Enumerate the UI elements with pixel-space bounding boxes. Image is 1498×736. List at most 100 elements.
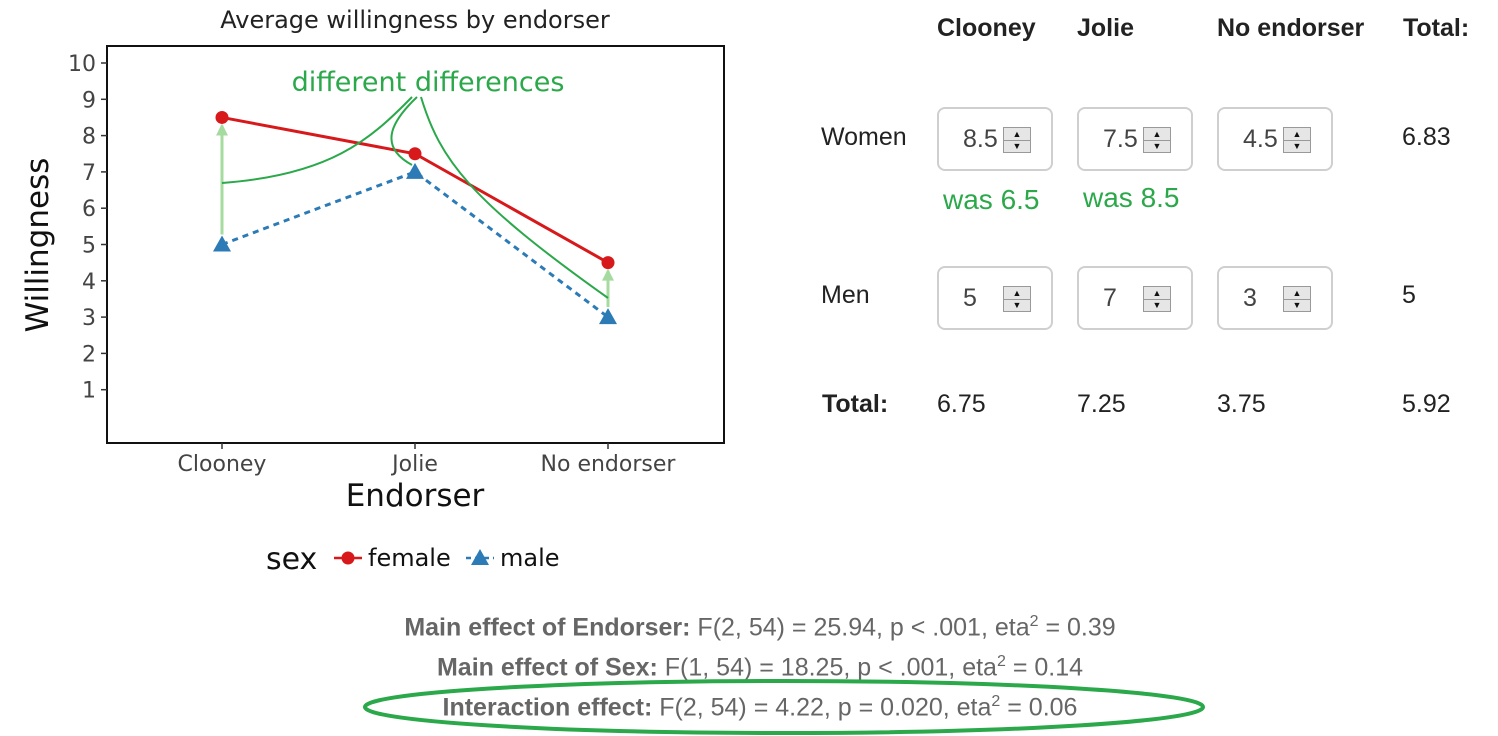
- legend-label: female: [368, 544, 451, 572]
- stepper-up-icon[interactable]: ▲: [1144, 128, 1170, 141]
- chart-title: Average willingness by endorser: [220, 6, 610, 34]
- annotation-curves: [221, 96, 609, 299]
- men-jolie-input[interactable]: 7 ▲ ▼: [1077, 266, 1193, 330]
- difference-arrow-head: [602, 268, 614, 281]
- x-tick-label: Jolie: [390, 452, 438, 477]
- willingness-chart: Average willingness by endorser 1 2 3 4 5 6 7 8…: [20, 6, 725, 577]
- point-female: [408, 147, 422, 161]
- point-female: [215, 110, 229, 124]
- annotation-text: different differences: [292, 67, 565, 98]
- stepper-down-icon[interactable]: ▼: [1292, 141, 1302, 151]
- stepper-up-icon[interactable]: ▲: [1144, 287, 1170, 300]
- y-tick-label: 10: [68, 52, 96, 77]
- women-no-endorser-value: 4.5: [1243, 125, 1278, 153]
- men-no-endorser-stepper[interactable]: ▲ ▼: [1283, 286, 1311, 312]
- x-tick-label: No endorser: [541, 452, 677, 477]
- y-axis: 1 2 3 4 5 6 7 8 9 10: [68, 52, 107, 404]
- y-axis-label: Willingness: [20, 158, 56, 333]
- y-tick-label: 8: [82, 125, 96, 150]
- col-header-total: Total:: [1403, 14, 1470, 42]
- stat-interaction: Interaction effect: F(2, 54) = 4.22, p =…: [0, 693, 1498, 722]
- difference-arrow-head: [216, 123, 228, 136]
- x-axis: Clooney Jolie No endorser: [178, 443, 677, 477]
- legend-key-marker: [341, 551, 355, 565]
- stat-sex-tail: = 0.14: [1005, 653, 1084, 682]
- men-clooney-input[interactable]: 5 ▲ ▼: [937, 266, 1053, 330]
- women-total: 6.83: [1402, 123, 1451, 151]
- annotation-curve: [390, 96, 418, 166]
- point-female: [601, 256, 615, 270]
- women-jolie-previous: was 8.5: [1083, 182, 1180, 213]
- point-male: [406, 162, 424, 179]
- women-jolie-value: 7.5: [1103, 125, 1138, 153]
- stat-endorser-sup: 2: [1029, 613, 1039, 630]
- women-clooney-previous: was 6.5: [943, 184, 1040, 215]
- annotation-curve: [420, 96, 609, 299]
- row-label-total: Total:: [822, 390, 889, 418]
- legend: sex female male: [266, 542, 560, 577]
- stat-interaction-label: Interaction effect:: [442, 693, 653, 722]
- men-jolie-stepper[interactable]: ▲ ▼: [1143, 286, 1171, 312]
- stat-endorser-tail: = 0.39: [1038, 613, 1116, 642]
- y-tick-label: 9: [82, 88, 96, 113]
- point-male: [599, 308, 617, 325]
- annotation-curve: [221, 96, 413, 184]
- stepper-up-icon[interactable]: ▲: [1004, 287, 1030, 300]
- stepper-up-icon[interactable]: ▲: [1284, 128, 1310, 141]
- women-no-endorser-stepper[interactable]: ▲ ▼: [1283, 127, 1311, 153]
- stat-endorser-label: Main effect of Endorser:: [404, 613, 691, 642]
- stat-sex: Main effect of Sex: F(1, 54) = 18.25, p …: [0, 653, 1498, 682]
- men-clooney-stepper[interactable]: ▲ ▼: [1003, 286, 1031, 312]
- y-tick-label: 1: [82, 379, 96, 404]
- col-header-clooney: Clooney: [937, 14, 1036, 42]
- legend-key-marker: [471, 549, 489, 565]
- stat-sex-text: F(1, 54) = 18.25, p < .001, eta: [657, 653, 997, 682]
- stat-sex-label: Main effect of Sex:: [436, 653, 658, 682]
- difference-arrows: [216, 123, 614, 308]
- men-no-endorser-input[interactable]: 3 ▲ ▼: [1217, 266, 1333, 330]
- col-header-no-endorser: No endorser: [1217, 14, 1365, 42]
- stepper-up-icon[interactable]: ▲: [1284, 287, 1310, 300]
- stat-interaction-tail: = 0.06: [1000, 693, 1078, 722]
- row-label-men: Men: [821, 281, 870, 309]
- total-no-endorser: 3.75: [1217, 390, 1266, 418]
- total-clooney: 6.75: [937, 390, 986, 418]
- series-line-male: [221, 170, 609, 319]
- women-clooney-input[interactable]: 8.5 ▲ ▼: [937, 107, 1053, 171]
- y-tick-label: 2: [82, 342, 96, 367]
- stat-endorser-text: F(2, 54) = 25.94, p < .001, eta: [690, 613, 1030, 642]
- women-no-endorser-input[interactable]: 4.5 ▲ ▼: [1217, 107, 1333, 171]
- stepper-up-icon[interactable]: ▲: [1004, 128, 1030, 141]
- stat-sex-sup: 2: [996, 653, 1006, 670]
- plot-panel: [106, 45, 725, 444]
- women-jolie-stepper[interactable]: ▲ ▼: [1143, 127, 1171, 153]
- total-jolie: 7.25: [1077, 390, 1126, 418]
- series-layer: [213, 110, 617, 325]
- row-label-women: Women: [821, 123, 907, 151]
- men-total: 5: [1402, 281, 1416, 309]
- stepper-down-icon[interactable]: ▼: [1012, 300, 1022, 310]
- x-axis-label: Endorser: [346, 478, 485, 514]
- x-tick-label: Clooney: [178, 452, 267, 477]
- legend-title: sex: [266, 542, 317, 577]
- stepper-down-icon[interactable]: ▼: [1292, 300, 1302, 310]
- women-jolie-input[interactable]: 7.5 ▲ ▼: [1077, 107, 1193, 171]
- men-clooney-value: 5: [963, 284, 977, 312]
- grand-total: 5.92: [1402, 390, 1451, 418]
- y-tick-label: 4: [82, 270, 96, 295]
- point-male: [213, 235, 231, 252]
- stepper-down-icon[interactable]: ▼: [1152, 141, 1162, 151]
- col-header-jolie: Jolie: [1077, 14, 1134, 42]
- stepper-down-icon[interactable]: ▼: [1152, 300, 1162, 310]
- stepper-down-icon[interactable]: ▼: [1012, 141, 1022, 151]
- legend-label: male: [500, 544, 560, 572]
- stat-interaction-sup: 2: [991, 693, 1001, 710]
- men-jolie-value: 7: [1103, 284, 1117, 312]
- stat-interaction-text: F(2, 54) = 4.22, p = 0.020, eta: [652, 693, 992, 722]
- y-tick-label: 3: [82, 306, 96, 331]
- women-clooney-stepper[interactable]: ▲ ▼: [1003, 127, 1031, 153]
- y-tick-label: 6: [82, 197, 96, 222]
- women-clooney-value: 8.5: [963, 125, 998, 153]
- men-no-endorser-value: 3: [1243, 284, 1257, 312]
- stat-endorser: Main effect of Endorser: F(2, 54) = 25.9…: [0, 613, 1498, 642]
